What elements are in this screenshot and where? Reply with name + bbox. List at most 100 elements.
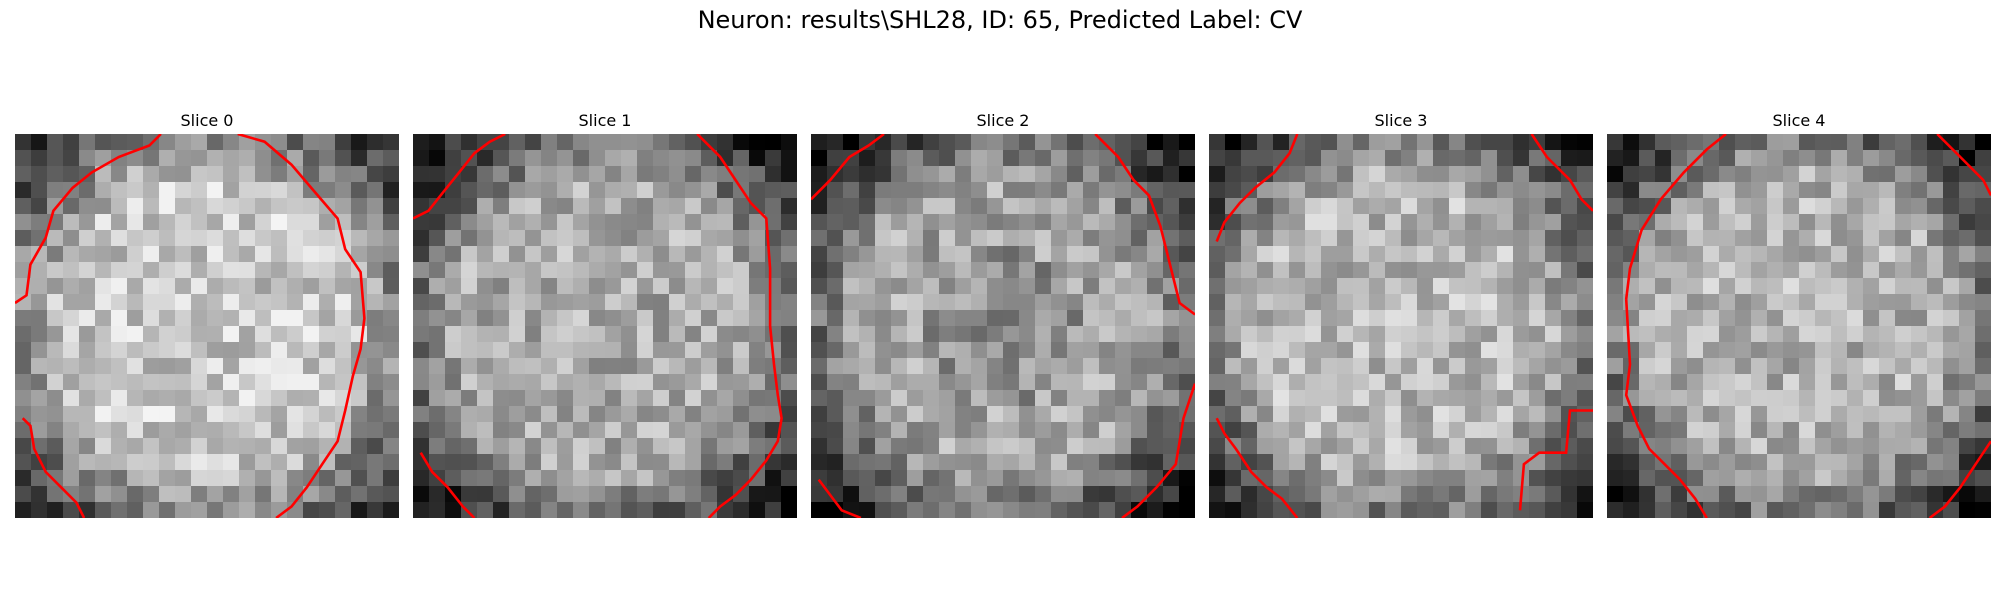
voxel bbox=[1465, 454, 1482, 471]
voxel bbox=[1067, 310, 1084, 327]
voxel bbox=[987, 262, 1004, 279]
voxel bbox=[557, 230, 574, 247]
voxel bbox=[1513, 454, 1530, 471]
voxel bbox=[111, 230, 128, 247]
voxel bbox=[303, 358, 320, 375]
voxel bbox=[891, 150, 908, 167]
voxel bbox=[701, 310, 718, 327]
voxel bbox=[1639, 246, 1656, 263]
voxel bbox=[557, 486, 574, 503]
voxel bbox=[111, 502, 128, 518]
voxel bbox=[1051, 470, 1068, 487]
voxel bbox=[445, 358, 462, 375]
voxel bbox=[589, 406, 606, 423]
voxel bbox=[509, 502, 526, 518]
voxel bbox=[923, 214, 940, 231]
voxel bbox=[1735, 134, 1752, 151]
voxel bbox=[63, 390, 80, 407]
voxel bbox=[1735, 150, 1752, 167]
voxel bbox=[1385, 134, 1402, 151]
voxel bbox=[1719, 406, 1736, 423]
voxel bbox=[1449, 454, 1466, 471]
voxel bbox=[1545, 198, 1562, 215]
voxel bbox=[1783, 374, 1800, 391]
voxel bbox=[765, 406, 782, 423]
voxel bbox=[1225, 230, 1242, 247]
voxel bbox=[621, 502, 638, 518]
voxel bbox=[1545, 358, 1562, 375]
voxel bbox=[79, 374, 96, 391]
voxel bbox=[1895, 166, 1912, 183]
voxel bbox=[1529, 486, 1546, 503]
voxel bbox=[413, 390, 430, 407]
voxel bbox=[1911, 454, 1928, 471]
voxel bbox=[239, 326, 256, 343]
voxel bbox=[127, 342, 144, 359]
voxel bbox=[1545, 310, 1562, 327]
voxel bbox=[1831, 438, 1848, 455]
voxel bbox=[1975, 438, 1991, 455]
voxel bbox=[1831, 134, 1848, 151]
voxel bbox=[1369, 502, 1386, 518]
voxel bbox=[95, 406, 112, 423]
voxel bbox=[1305, 342, 1322, 359]
voxel bbox=[939, 486, 956, 503]
voxel bbox=[843, 294, 860, 311]
voxel bbox=[1003, 502, 1020, 518]
voxel bbox=[1321, 166, 1338, 183]
voxel bbox=[1655, 278, 1672, 295]
voxel bbox=[955, 454, 972, 471]
voxel bbox=[923, 438, 940, 455]
voxel bbox=[1879, 230, 1896, 247]
voxel bbox=[31, 470, 48, 487]
voxel bbox=[1607, 454, 1624, 471]
voxel bbox=[1545, 486, 1562, 503]
voxel bbox=[557, 358, 574, 375]
voxel bbox=[1225, 166, 1242, 183]
voxel bbox=[1353, 134, 1370, 151]
voxel bbox=[383, 198, 399, 215]
voxel bbox=[605, 342, 622, 359]
voxel bbox=[1337, 502, 1354, 518]
voxel bbox=[1719, 470, 1736, 487]
voxel bbox=[1783, 214, 1800, 231]
voxel bbox=[573, 358, 590, 375]
voxel bbox=[859, 502, 876, 518]
voxel bbox=[1433, 246, 1450, 263]
voxel bbox=[701, 326, 718, 343]
voxel bbox=[461, 166, 478, 183]
voxel bbox=[461, 230, 478, 247]
voxel bbox=[1179, 326, 1195, 343]
voxel bbox=[1321, 342, 1338, 359]
voxel bbox=[971, 166, 988, 183]
voxel bbox=[413, 470, 430, 487]
voxel bbox=[1975, 198, 1991, 215]
voxel bbox=[79, 390, 96, 407]
voxel bbox=[255, 150, 272, 167]
voxel bbox=[1051, 150, 1068, 167]
voxel bbox=[31, 502, 48, 518]
voxel bbox=[1607, 502, 1624, 518]
voxel bbox=[47, 278, 64, 295]
voxel bbox=[1879, 326, 1896, 343]
voxel bbox=[733, 486, 750, 503]
contour-line bbox=[1624, 134, 1727, 300]
voxel bbox=[287, 150, 304, 167]
voxel bbox=[1799, 390, 1816, 407]
voxel bbox=[1703, 390, 1720, 407]
voxel bbox=[1863, 294, 1880, 311]
voxel bbox=[605, 390, 622, 407]
voxel bbox=[95, 502, 112, 518]
voxel bbox=[1513, 406, 1530, 423]
voxel bbox=[1911, 470, 1928, 487]
voxel bbox=[1449, 502, 1466, 518]
voxel bbox=[1449, 198, 1466, 215]
voxel bbox=[1815, 326, 1832, 343]
voxel bbox=[95, 278, 112, 295]
voxel bbox=[191, 198, 208, 215]
voxel bbox=[191, 214, 208, 231]
voxel bbox=[1067, 230, 1084, 247]
voxel bbox=[191, 438, 208, 455]
voxel bbox=[557, 310, 574, 327]
voxel bbox=[287, 294, 304, 311]
